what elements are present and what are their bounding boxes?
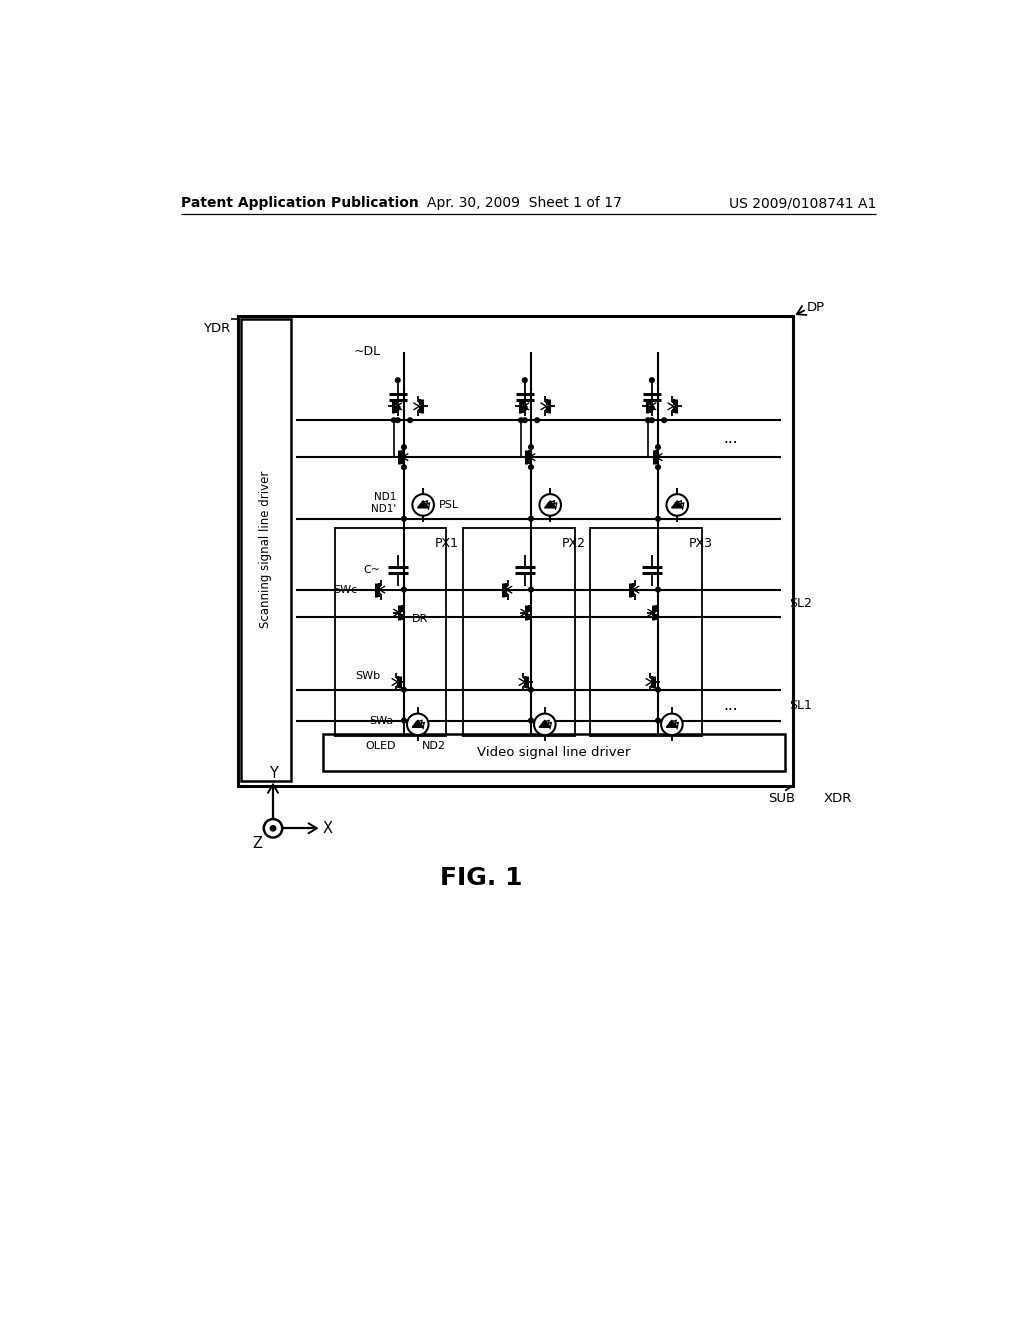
Text: SWa: SWa: [369, 717, 393, 726]
Circle shape: [667, 494, 688, 516]
Circle shape: [395, 378, 400, 383]
Text: Z: Z: [253, 836, 262, 851]
Circle shape: [528, 465, 534, 470]
Circle shape: [646, 418, 650, 422]
Polygon shape: [418, 500, 429, 508]
Bar: [239, 317, 793, 785]
Text: FIG. 1: FIG. 1: [439, 866, 522, 891]
Text: US 2009/0108741 A1: US 2009/0108741 A1: [728, 197, 876, 210]
Text: C~: C~: [364, 565, 381, 576]
Text: ⋮: ⋮: [649, 385, 667, 404]
Circle shape: [413, 494, 434, 516]
Text: ...: ...: [724, 697, 738, 713]
Circle shape: [655, 516, 660, 521]
Circle shape: [528, 587, 534, 591]
Circle shape: [655, 718, 660, 723]
Circle shape: [270, 825, 275, 832]
Circle shape: [401, 516, 407, 521]
Circle shape: [649, 378, 654, 383]
Text: ⋮: ⋮: [522, 385, 540, 404]
Text: SUB: SUB: [768, 792, 795, 805]
Text: PSL: PSL: [438, 500, 459, 510]
Text: PX2: PX2: [562, 537, 586, 550]
Text: ND1: ND1: [374, 492, 396, 502]
Bar: [590, 528, 701, 737]
Circle shape: [540, 494, 561, 516]
Circle shape: [401, 465, 407, 470]
Circle shape: [518, 418, 523, 422]
Polygon shape: [545, 500, 556, 508]
Text: SWb: SWb: [355, 671, 381, 681]
Text: DR: DR: [412, 614, 428, 624]
Circle shape: [535, 714, 556, 735]
Circle shape: [528, 718, 534, 723]
Circle shape: [522, 418, 527, 422]
Circle shape: [522, 378, 527, 383]
Text: ⋮: ⋮: [395, 385, 413, 404]
Text: SWc: SWc: [334, 585, 357, 594]
Polygon shape: [413, 721, 423, 727]
Circle shape: [395, 405, 400, 411]
Circle shape: [401, 718, 407, 723]
Circle shape: [401, 445, 407, 449]
Text: Video signal line driver: Video signal line driver: [477, 746, 631, 759]
Circle shape: [535, 418, 540, 422]
Text: Y: Y: [268, 766, 278, 781]
Bar: [463, 528, 574, 737]
Circle shape: [649, 405, 654, 411]
Bar: [241, 318, 291, 780]
Text: DP: DP: [807, 301, 824, 314]
Text: PX1: PX1: [435, 537, 459, 550]
Text: OLED: OLED: [366, 742, 396, 751]
Circle shape: [662, 714, 683, 735]
Text: PX3: PX3: [689, 537, 713, 550]
Circle shape: [662, 418, 667, 422]
Circle shape: [655, 688, 660, 692]
Polygon shape: [540, 721, 551, 727]
Text: XDR: XDR: [823, 792, 852, 805]
Circle shape: [655, 445, 660, 449]
Text: ND2: ND2: [422, 742, 445, 751]
Text: Scanning signal line driver: Scanning signal line driver: [259, 471, 272, 628]
Bar: [335, 528, 446, 737]
Text: ND1': ND1': [371, 504, 396, 513]
Text: Apr. 30, 2009  Sheet 1 of 17: Apr. 30, 2009 Sheet 1 of 17: [427, 197, 623, 210]
Text: Patent Application Publication: Patent Application Publication: [180, 197, 419, 210]
Circle shape: [522, 405, 527, 411]
Circle shape: [528, 688, 534, 692]
Circle shape: [655, 465, 660, 470]
Text: SL1: SL1: [788, 698, 812, 711]
Circle shape: [655, 587, 660, 591]
Circle shape: [401, 587, 407, 591]
Circle shape: [649, 418, 654, 422]
Circle shape: [528, 445, 534, 449]
Text: X: X: [323, 821, 333, 836]
Circle shape: [407, 714, 429, 735]
Polygon shape: [667, 721, 678, 727]
Circle shape: [401, 688, 407, 692]
Circle shape: [395, 418, 400, 422]
Circle shape: [391, 418, 396, 422]
Text: YDR: YDR: [203, 322, 230, 335]
Polygon shape: [672, 500, 683, 508]
Text: SL2: SL2: [788, 597, 812, 610]
Bar: [323, 734, 785, 771]
Circle shape: [528, 516, 534, 521]
Circle shape: [264, 818, 283, 837]
Text: ~DL: ~DL: [354, 345, 381, 358]
Text: ...: ...: [724, 432, 738, 446]
Circle shape: [408, 418, 413, 422]
